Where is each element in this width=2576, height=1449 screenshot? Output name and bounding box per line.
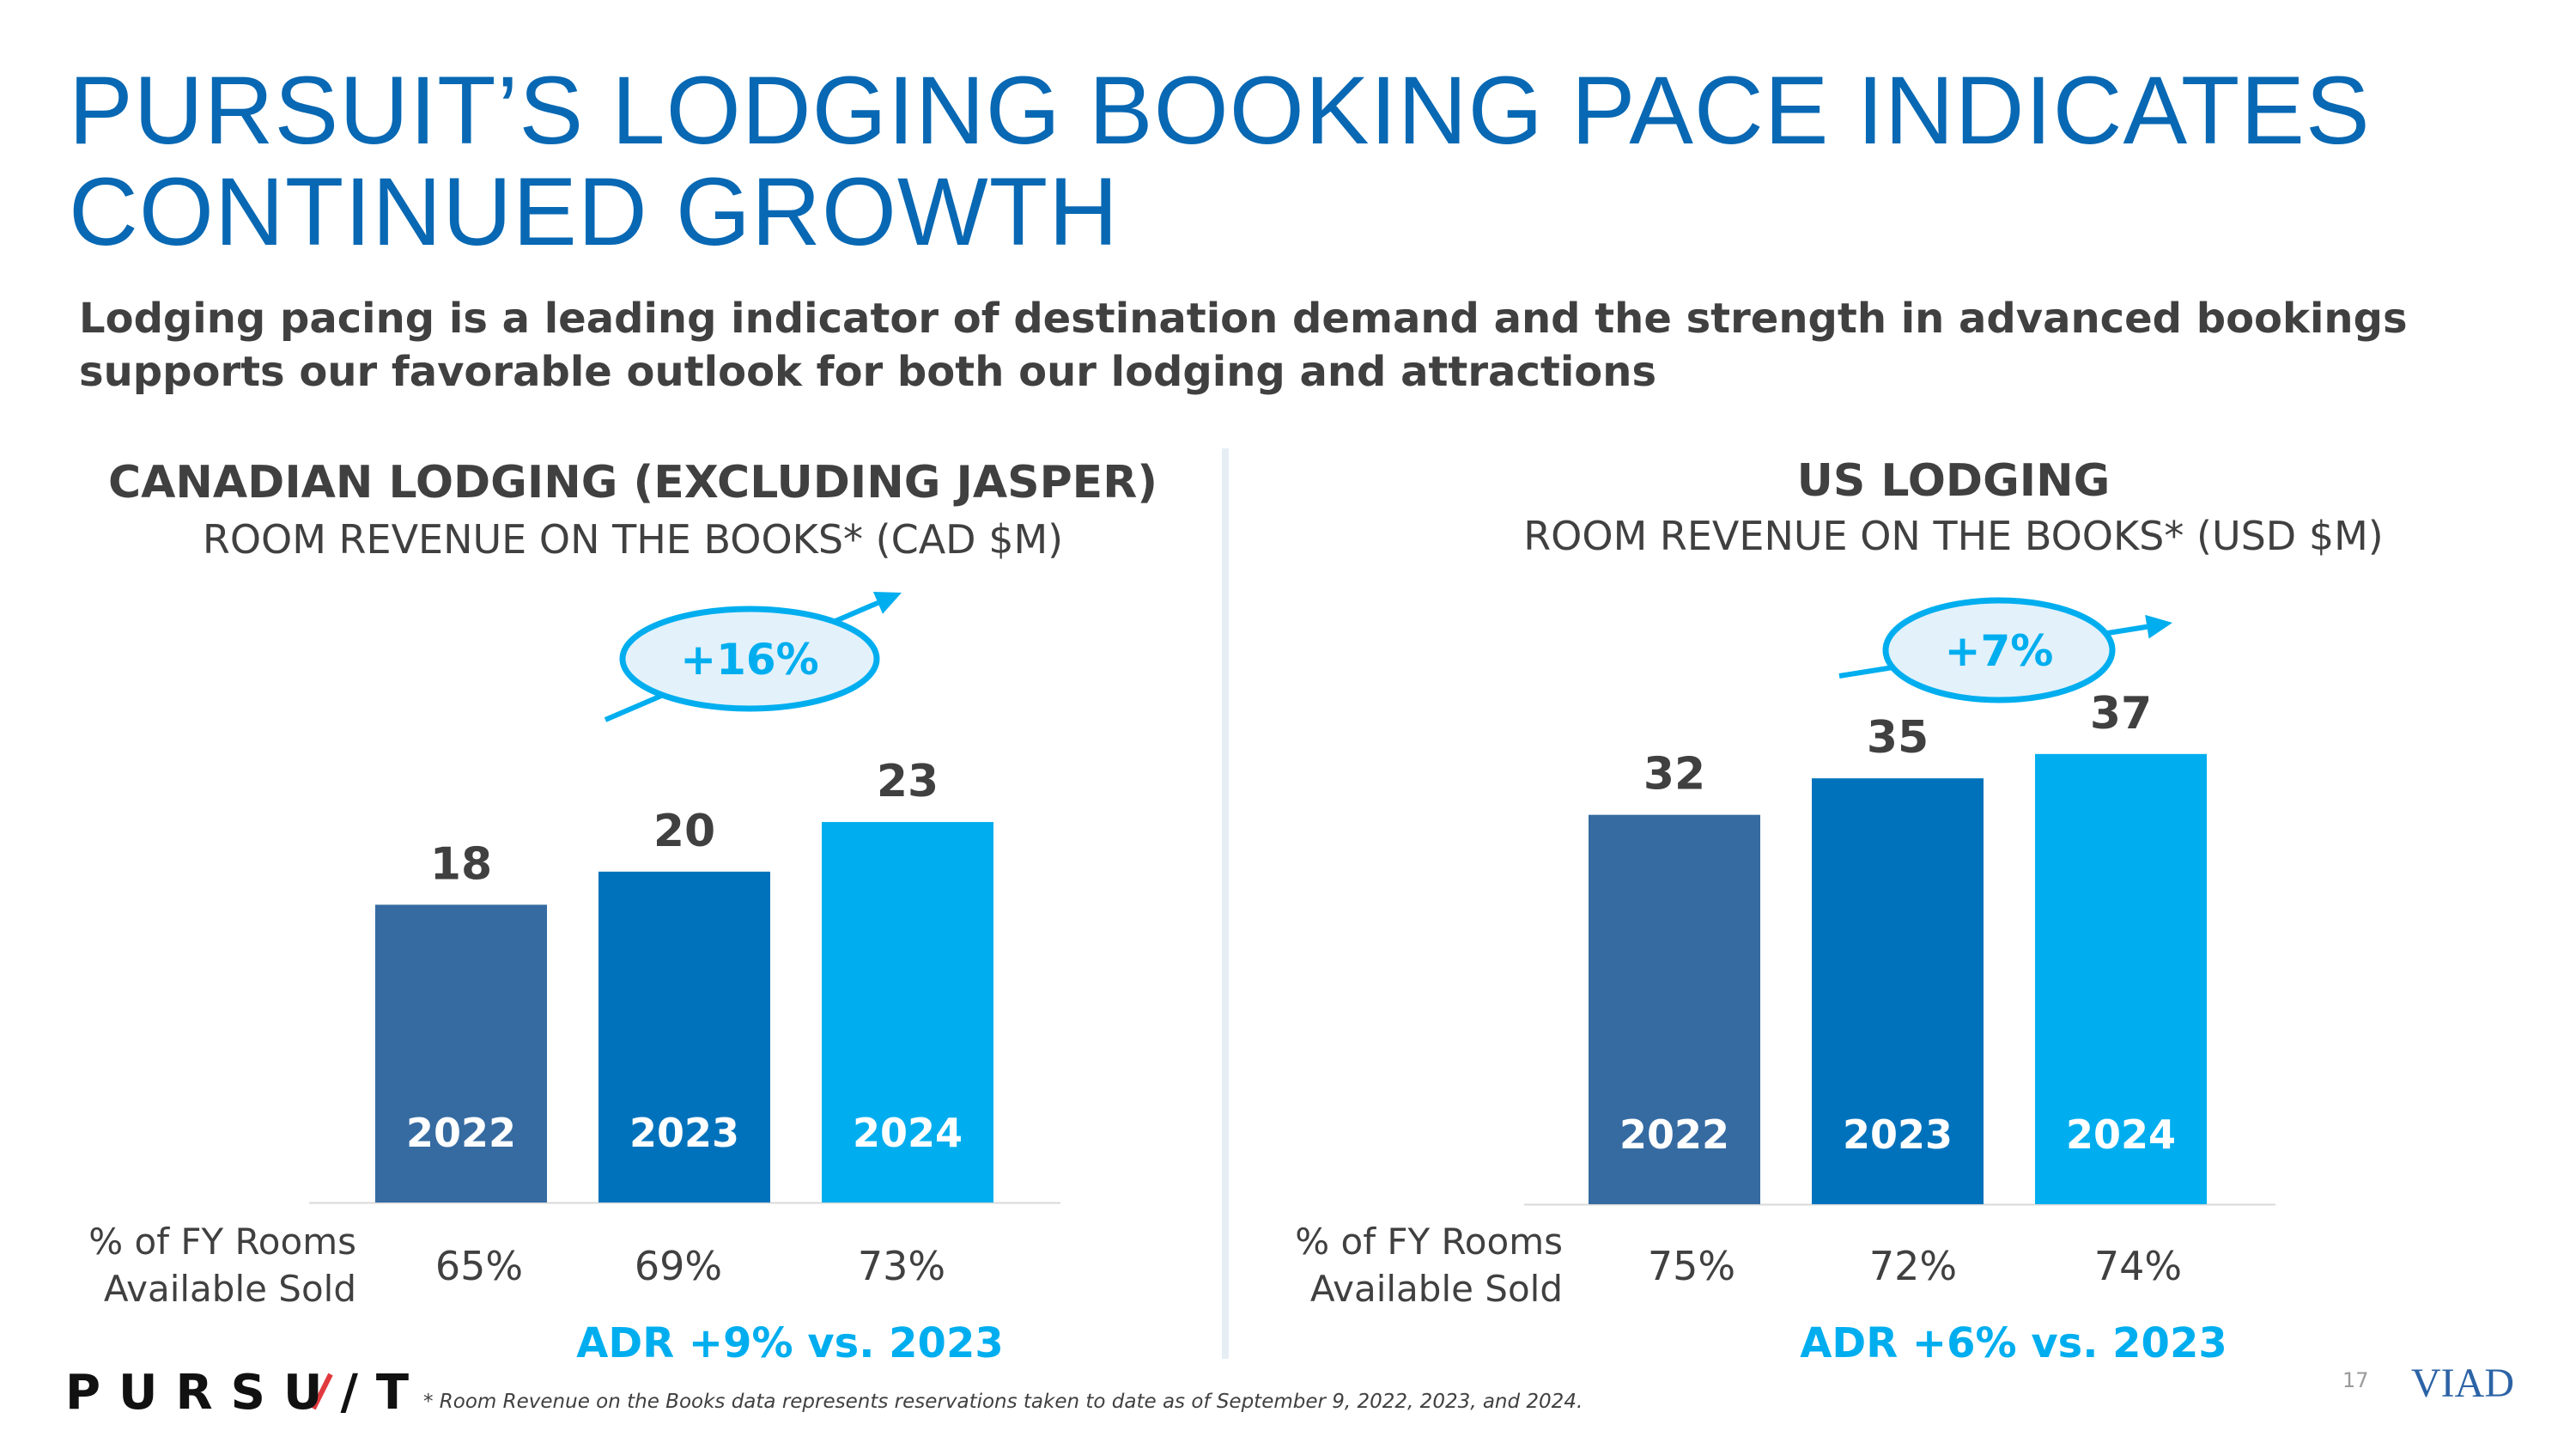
us-row-label-line1: % of FY Rooms [1295, 1221, 1563, 1263]
section-divider [1222, 448, 1229, 1359]
canadian-rooms-sold-2024: 73% [858, 1243, 945, 1289]
canadian-bar-2023 [598, 871, 770, 1202]
pursuit-logo-accent-icon [311, 1373, 333, 1410]
canadian-rooms-sold-2022: 65% [435, 1243, 523, 1289]
canadian-rooms-sold-2023: 69% [635, 1243, 722, 1289]
canadian-value-label-2023: 20 [653, 806, 715, 857]
canadian-growth-arrow-head [872, 591, 902, 614]
us-bar-2023 [1812, 778, 1984, 1204]
us-category-label-2024: 2024 [2066, 1111, 2176, 1158]
footnote: * Room Revenue on the Books data represe… [423, 1391, 1583, 1413]
us-chart-subtitle: ROOM REVENUE ON THE BOOKS* (USD $M) [1523, 513, 2384, 559]
us-value-label-2022: 32 [1643, 749, 1705, 801]
canadian-chart-subtitle: ROOM REVENUE ON THE BOOKS* (CAD $M) [202, 516, 1064, 563]
canadian-value-label-2022: 18 [430, 838, 492, 890]
us-rooms-sold-2022: 75% [1648, 1243, 1735, 1289]
canadian-adr-label: ADR +9% vs. 2023 [576, 1319, 1003, 1367]
canadian-growth-badge [619, 606, 880, 712]
us-bar-2024 [2035, 753, 2207, 1204]
us-value-label-2024: 37 [2090, 688, 2152, 740]
us-growth-label: +7% [1945, 626, 2054, 676]
pursuit-logo: PURSU/T [65, 1365, 428, 1421]
us-category-label-2023: 2023 [1843, 1111, 1953, 1158]
canadian-category-label-2022: 2022 [406, 1110, 516, 1156]
canadian-chart-title: CANADIAN LODGING (EXCLUDING JASPER) [107, 457, 1158, 508]
page-number: 17 [2342, 1368, 2369, 1392]
canadian-category-label-2023: 2023 [629, 1110, 739, 1156]
canadian-category-label-2024: 2024 [853, 1110, 963, 1156]
us-rooms-sold-2023: 72% [1869, 1243, 1957, 1289]
canadian-row-label-line2: Available Sold [104, 1268, 356, 1310]
page-subtitle: Lodging pacing is a leading indicator of… [79, 295, 2408, 396]
page-title: PURSUIT’S LODGING BOOKING PACE INDICATES… [69, 57, 2371, 265]
viad-logo: VIAD [2411, 1361, 2514, 1406]
us-growth-arrow-head [2145, 614, 2172, 639]
us-row-label-line2: Available Sold [1310, 1268, 1563, 1310]
us-adr-label: ADR +6% vs. 2023 [1800, 1319, 2227, 1367]
us-growth-badge [1882, 597, 2116, 703]
us-category-label-2022: 2022 [1619, 1111, 1729, 1158]
canadian-growth-label: +16% [680, 635, 819, 685]
us-chart-title: US LODGING [1796, 455, 2111, 507]
canadian-row-label-line1: % of FY Rooms [88, 1221, 356, 1263]
us-rooms-sold-2024: 74% [2094, 1243, 2182, 1289]
us-value-label-2023: 35 [1867, 712, 1929, 764]
us-bar-2022 [1589, 814, 1760, 1204]
canadian-bar-2022 [375, 904, 547, 1202]
canadian-bar-2024 [822, 822, 993, 1202]
canadian-value-label-2024: 23 [877, 756, 939, 807]
